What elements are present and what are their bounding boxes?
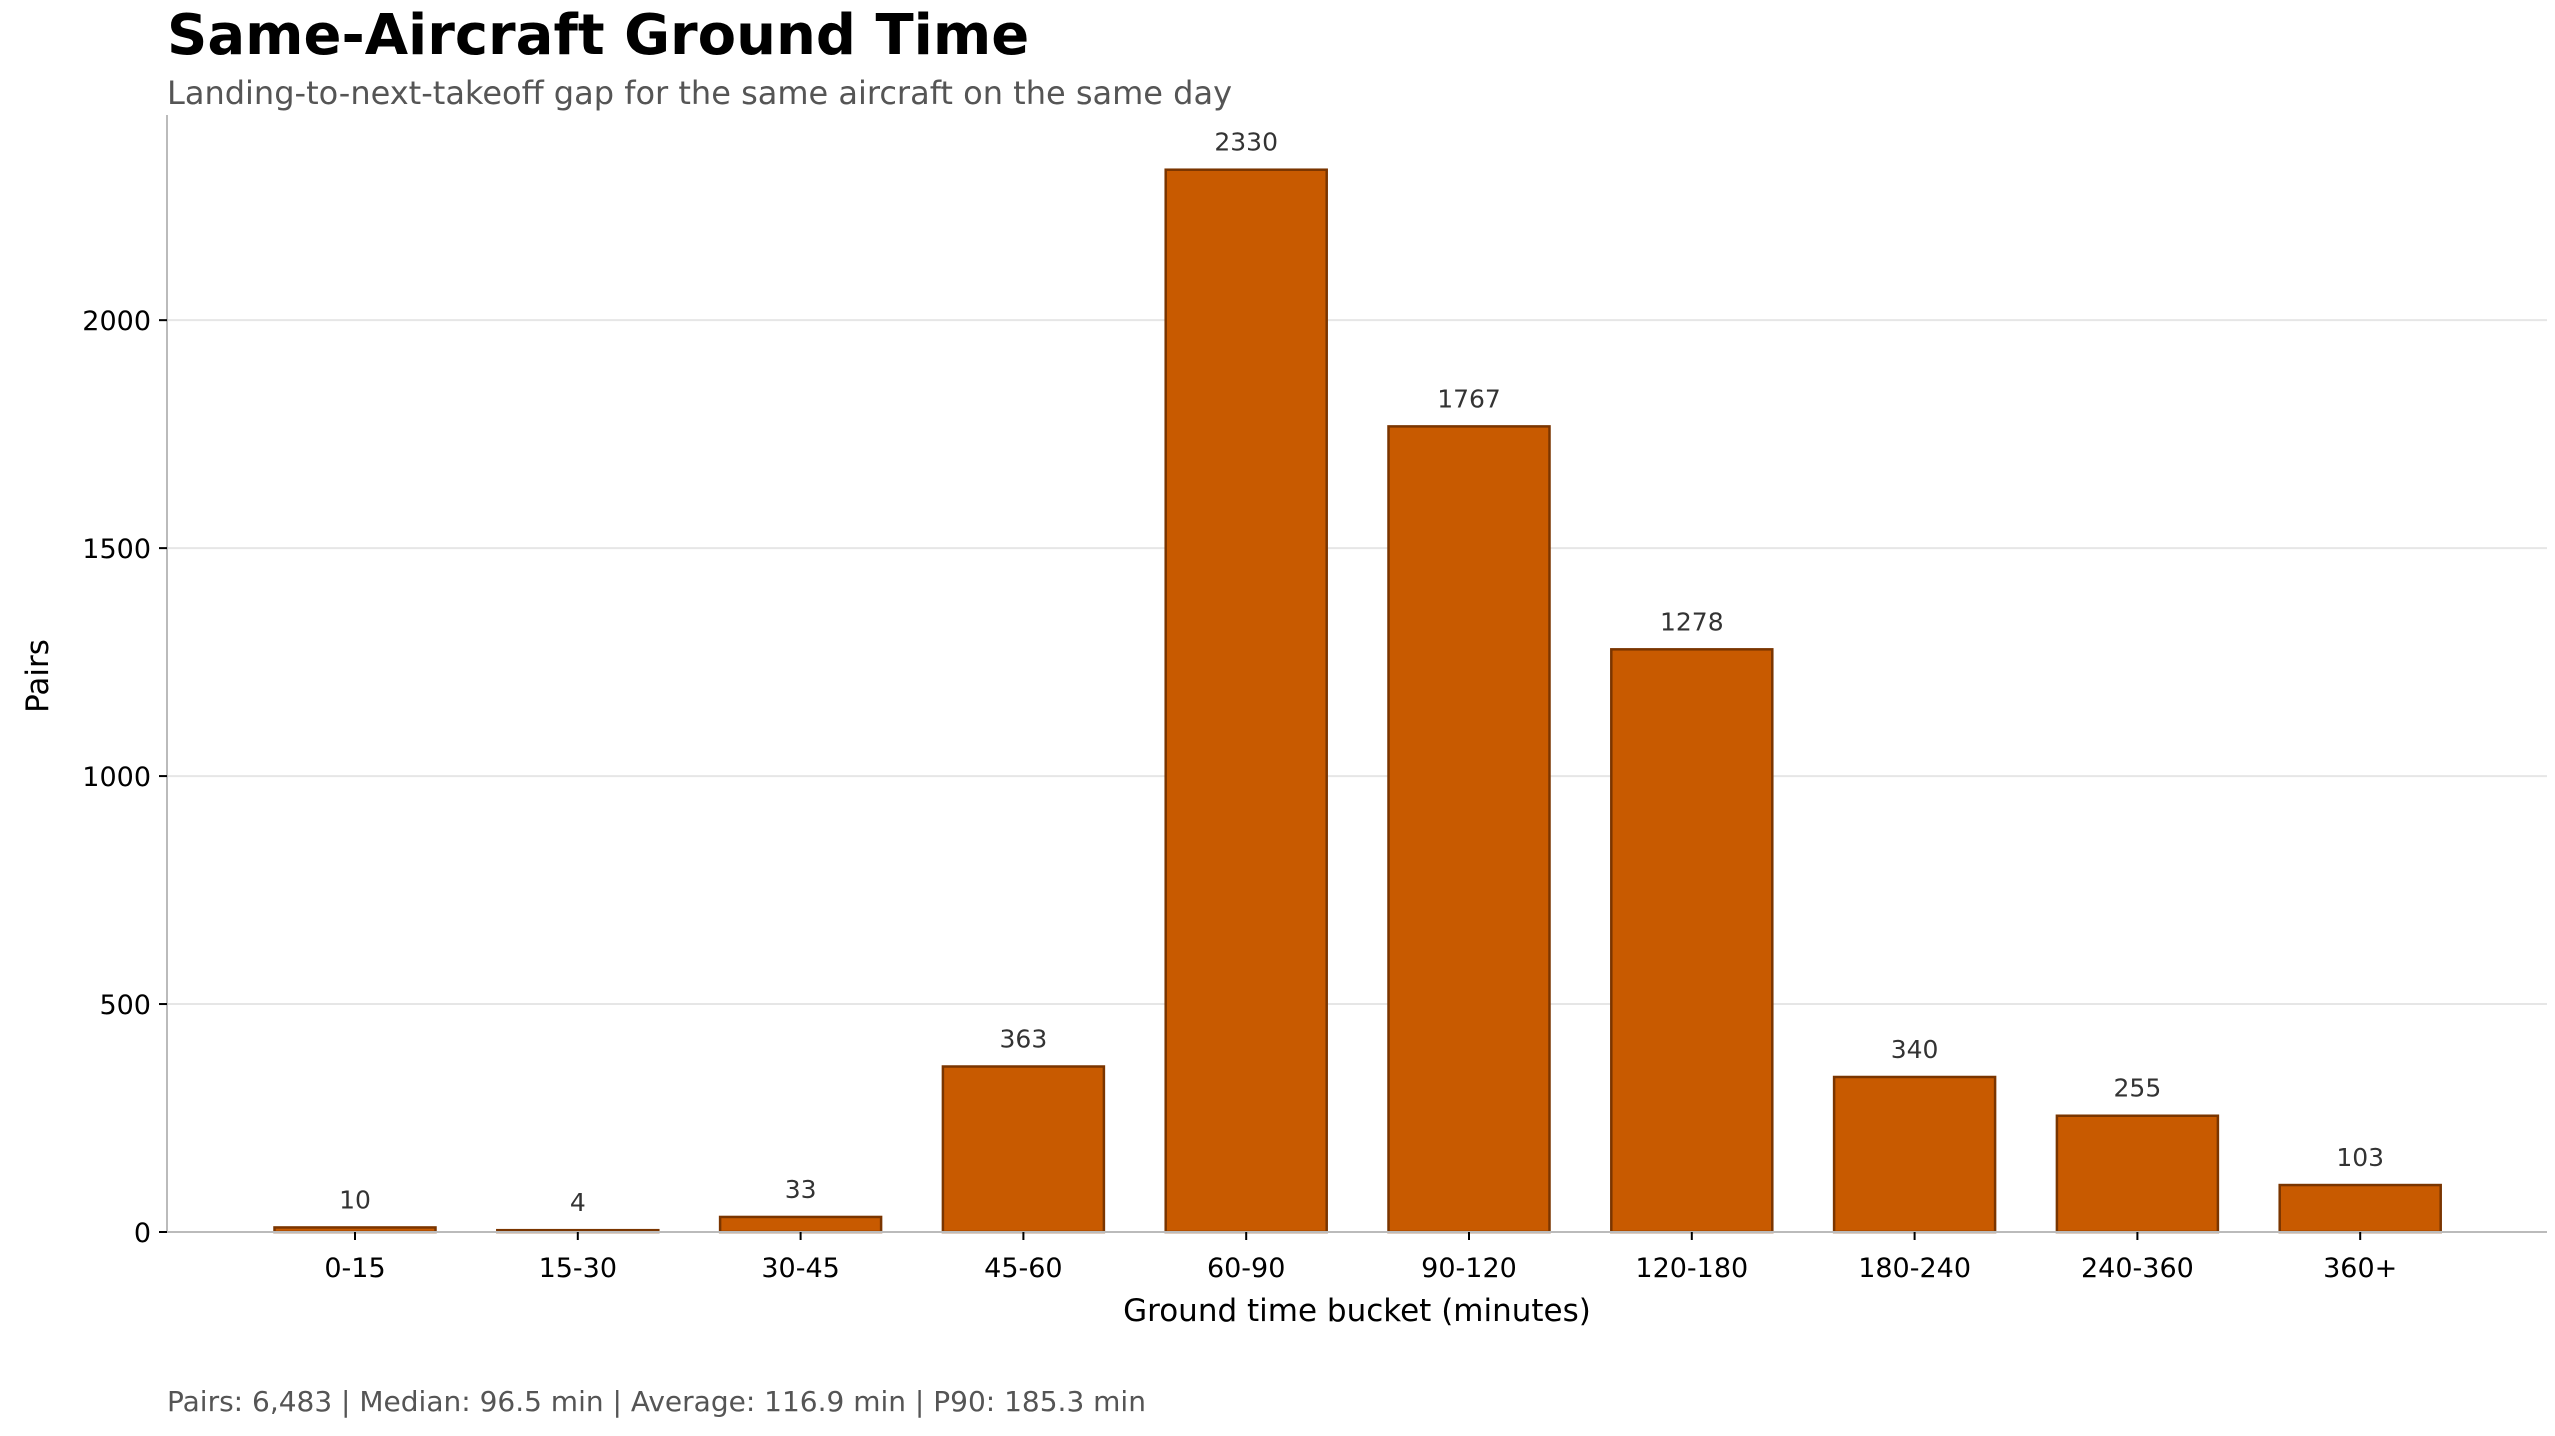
- data-label: 340: [1891, 1035, 1939, 1064]
- x-tick-label: 240-360: [2081, 1253, 2194, 1284]
- bar-45-60: [941, 1065, 1106, 1234]
- data-labels: 10 4 33 363 2330 1767 1278 340 255 103: [339, 128, 2384, 1217]
- gridlines: [167, 319, 2547, 1006]
- footer-stats: Pairs: 6,483 | Median: 96.5 min | Averag…: [167, 1385, 1146, 1418]
- data-label: 255: [2114, 1074, 2162, 1103]
- x-tick-label: 45-60: [984, 1253, 1062, 1284]
- x-tick-label: 15-30: [539, 1253, 617, 1284]
- chart-title: Same-Aircraft Ground Time: [167, 3, 1029, 68]
- x-tick-label: 120-180: [1635, 1253, 1748, 1284]
- data-label: 103: [2336, 1143, 2384, 1172]
- y-tick-label: 500: [99, 990, 151, 1021]
- chart-subtitle: Landing-to-next-takeoff gap for the same…: [167, 74, 1232, 112]
- bar-180-240: [1832, 1075, 1997, 1234]
- x-tick-label: 180-240: [1858, 1253, 1971, 1284]
- bar-60-90: [1164, 168, 1328, 1234]
- x-tick-label: 0-15: [324, 1253, 385, 1284]
- y-tick-label: 1500: [82, 534, 151, 565]
- data-label: 4: [570, 1188, 586, 1217]
- x-tick-label: 360+: [2323, 1253, 2397, 1284]
- bar-30-45: [718, 1215, 883, 1234]
- x-tick-label: 30-45: [761, 1253, 839, 1284]
- y-tick-label: 1000: [82, 762, 151, 793]
- x-tick-label: 90-120: [1421, 1253, 1517, 1284]
- data-label: 33: [785, 1175, 817, 1204]
- y-ticks: 0 500 1000 1500 2000: [82, 306, 167, 1249]
- data-label: 363: [1000, 1025, 1048, 1054]
- bar-360+: [2278, 1183, 2442, 1234]
- y-tick-label: 0: [134, 1218, 151, 1249]
- y-tick-label: 2000: [82, 306, 151, 337]
- data-label: 1767: [1437, 384, 1501, 413]
- bar-90-120: [1387, 425, 1551, 1234]
- bar-240-360: [2055, 1114, 2220, 1234]
- bars: [273, 168, 2442, 1234]
- data-label: 10: [339, 1185, 371, 1214]
- data-label: 1278: [1660, 607, 1724, 636]
- bar-120-180: [1610, 648, 1774, 1234]
- x-axis-label: Ground time bucket (minutes): [1123, 1293, 1591, 1329]
- y-axis-label: Pairs: [20, 639, 56, 713]
- data-label: 2330: [1214, 128, 1278, 157]
- x-ticks: 0-15 15-30 30-45 45-60 60-90 90-120 120-180 180…: [324, 1232, 2397, 1284]
- x-tick-label: 60-90: [1207, 1253, 1285, 1284]
